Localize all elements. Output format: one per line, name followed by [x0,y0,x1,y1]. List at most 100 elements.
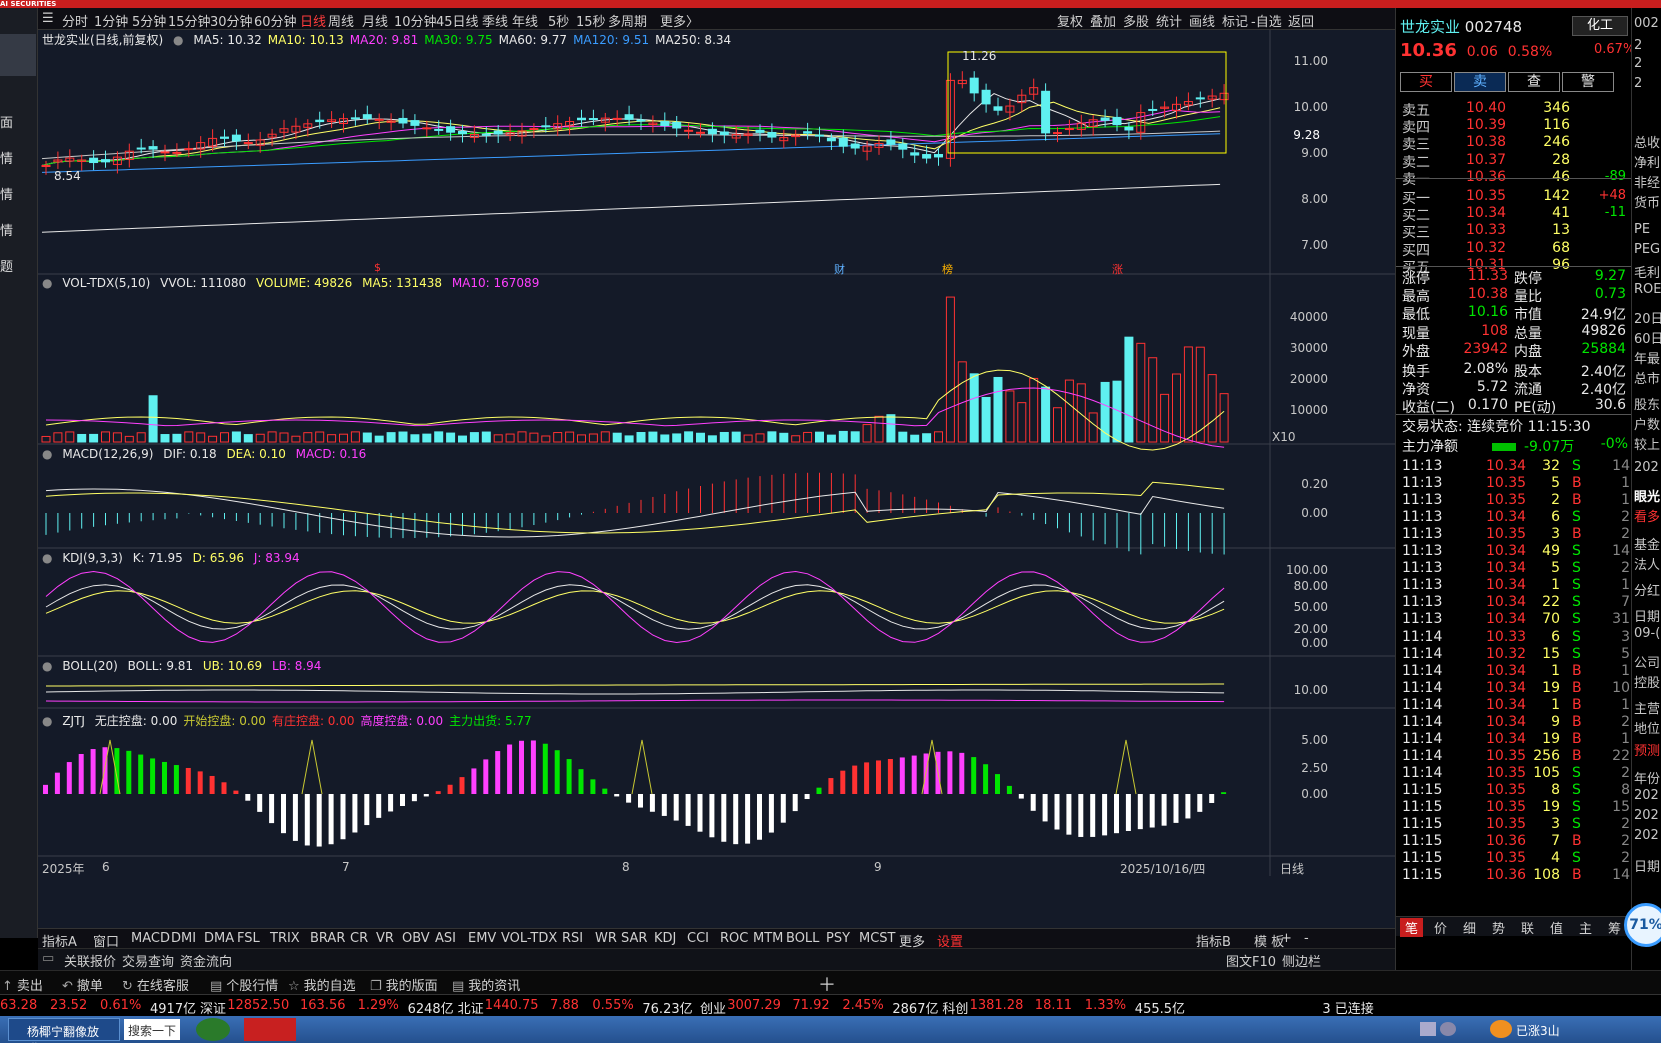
indicator-tab-7[interactable]: BRAR [310,931,346,946]
event-marker-1[interactable]: 财 [834,263,845,276]
legend-toggle-icon[interactable]: ● [42,551,53,565]
indicator-tab-15[interactable]: WR [595,931,617,946]
action-button-0[interactable]: ↑ 卖出 [2,975,43,994]
f10-item[interactable]: 2 [1634,56,1643,71]
bid-row[interactable]: 买一 10.35 142 +48 [1396,188,1632,207]
ask-row[interactable]: 卖一 10.36 46 -89 [1396,169,1632,188]
help-icon[interactable] [1440,1022,1456,1036]
period-tab-12[interactable]: 年线 [512,15,539,30]
event-marker-2[interactable]: 榜 [942,263,953,276]
indicator-tab-9[interactable]: VR [376,931,394,946]
f10-item[interactable]: 法人 [1634,558,1661,573]
action-button-6[interactable]: ▤ 我的资讯 [452,975,520,994]
period-tab-7[interactable]: 周线 [328,15,355,30]
f10-item[interactable]: 日期 [1634,610,1661,625]
f10-item[interactable]: 基金 [1634,538,1661,553]
indicator-tab-3[interactable]: DMI [171,931,197,946]
add-icon[interactable]: ＋ [818,975,836,996]
period-tab-4[interactable]: 30分钟 [210,15,253,30]
period-tab-3[interactable]: 15分钟 [168,15,211,30]
indicator-tab-4[interactable]: DMA [204,931,235,946]
period-tab-10[interactable]: 45日线 [436,15,479,30]
indicator-tab-1[interactable]: 窗口 [93,935,120,950]
period-tab-14[interactable]: 15秒 [576,15,606,30]
indicator-tab-13[interactable]: VOL-TDX [501,931,558,946]
period-tab-8[interactable]: 月线 [362,15,389,30]
detail-tab-7[interactable]: 筹 [1608,922,1622,937]
f10-item[interactable]: 毛利 [1634,266,1661,281]
f10-item[interactable]: 公司 [1634,656,1661,671]
bid-row[interactable]: 买二 10.34 41 -11 [1396,205,1632,224]
f10-item[interactable]: 202 [1634,808,1659,823]
legend-toggle-icon[interactable]: ● [42,714,53,728]
indicator-tab-11[interactable]: ASI [435,931,456,946]
period-tab-9[interactable]: 10分钟 [394,15,437,30]
action-button-4[interactable]: ☆ 我的自选 [288,975,356,994]
period-tab-13[interactable]: 5秒 [548,15,570,30]
f10-item[interactable]: PEG [1634,242,1661,257]
app-icon[interactable] [244,1018,296,1041]
link-tab-0[interactable]: 关联报价 [64,955,117,970]
period-tab-2[interactable]: 5分钟 [132,15,167,30]
f10-item[interactable]: 较上 [1634,438,1661,453]
sidebar-item-1[interactable]: 情 [0,152,14,167]
ask-row[interactable]: 卖五 10.40 346 [1396,100,1632,119]
f10-item[interactable]: 09-( [1634,626,1661,641]
indicator-tab-19[interactable]: ROC [720,931,749,946]
detail-tab-6[interactable]: 主 [1579,922,1593,937]
tool-button-1[interactable]: 叠加 [1090,15,1117,30]
f10-item[interactable]: ROE [1634,282,1661,297]
bid-row[interactable]: 买五 10.31 96 [1396,257,1632,276]
tool-button-0[interactable]: 复权 [1057,15,1084,30]
f10-item[interactable]: 看多 [1634,510,1661,525]
action-button-5[interactable]: ❐ 我的版面 [370,975,438,994]
indicator-right-tab-2[interactable]: + [1281,931,1292,946]
event-marker-3[interactable]: 涨 [1112,263,1123,276]
indicator-tab-8[interactable]: CR [350,931,369,946]
detail-tab-5[interactable]: 值 [1550,922,1564,937]
f10-item[interactable]: 非经 [1634,176,1661,191]
query-button[interactable]: 查 [1508,72,1560,92]
action-button-2[interactable]: ↻ 在线客服 [122,975,189,994]
sidebar-item-2[interactable]: 情 [0,188,14,203]
indicator-tab-18[interactable]: CCI [687,931,709,946]
f10-item[interactable]: 60日 [1634,332,1661,347]
period-tab-11[interactable]: 季线 [482,15,509,30]
f10-item[interactable]: 2 [1634,76,1643,91]
sidebar-selected-box[interactable] [0,34,36,76]
f10-item[interactable]: 总收 [1634,136,1661,151]
taskbar-search[interactable]: 搜索一下 [124,1019,180,1040]
indicator-tab-22[interactable]: PSY [826,931,851,946]
f10-item[interactable]: 2 [1634,38,1643,53]
indicator-tab-5[interactable]: FSL [237,931,260,946]
indicator-tab-20[interactable]: MTM [753,931,784,946]
tool-button-6[interactable]: -自选 [1251,15,1282,30]
indicator-tab-10[interactable]: OBV [402,931,430,946]
buy-button[interactable]: 买 [1400,72,1452,92]
f10-item[interactable]: 202 [1634,828,1659,843]
period-tab-16[interactable]: 更多〉 [660,15,700,30]
f10-item[interactable]: 日期 [1634,860,1661,875]
f10-item[interactable]: 净利 [1634,156,1661,171]
period-tab-6[interactable]: 日线 [300,15,327,30]
f10-item[interactable]: 202 [1634,460,1659,475]
ask-row[interactable]: 卖二 10.37 28 [1396,152,1632,171]
f10-item[interactable]: 002 [1634,16,1659,31]
ask-row[interactable]: 卖三 10.38 246 [1396,134,1632,153]
period-tab-1[interactable]: 1分钟 [94,15,129,30]
ask-row[interactable]: 卖四 10.39 116 [1396,117,1632,136]
detail-tab-3[interactable]: 势 [1492,922,1506,937]
taskbar-item-window[interactable]: 杨椰宁翻像放满... [8,1018,120,1043]
f10-item[interactable]: PE [1634,222,1651,237]
tool-button-7[interactable]: 返回 [1288,15,1315,30]
indicator-right-tab-0[interactable]: 指标B [1196,935,1231,950]
f10-item[interactable]: 眼光 [1634,490,1661,505]
period-tab-15[interactable]: 多周期 [608,15,648,30]
indicator-tab-0[interactable]: 指标A [42,935,77,950]
f10-item[interactable]: 地位 [1634,722,1661,737]
action-button-3[interactable]: ▤ 个股行情 [210,975,278,994]
legend-toggle-icon[interactable]: ● [42,659,53,673]
browser-icon[interactable] [196,1018,230,1041]
link-right-tab-0[interactable]: 图文F10 [1226,955,1277,970]
action-button-1[interactable]: ↶ 撤单 [62,975,103,994]
